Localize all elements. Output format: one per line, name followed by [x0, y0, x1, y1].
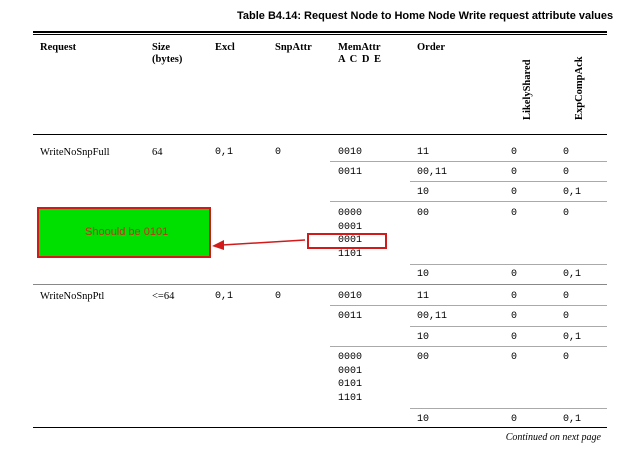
snpattr-value: 0	[275, 147, 282, 158]
request-name: WriteNoSnpPtl	[40, 291, 105, 302]
header-rule	[33, 134, 607, 135]
order-value: 11	[417, 147, 430, 158]
header-request: Request	[40, 42, 77, 53]
table-title: Table B4.14: Request Node to Home Node W…	[237, 10, 614, 22]
likelyshared-value: 0	[511, 167, 518, 178]
request-name: WriteNoSnpFull	[40, 147, 110, 158]
order-value: 10	[417, 187, 430, 198]
header-memattr: MemAttr A C D E	[338, 42, 382, 66]
header-size-line1: Size	[152, 42, 171, 53]
header-memattr-line2: A C D E	[338, 54, 383, 65]
expcompack-value: 0	[563, 147, 570, 158]
likelyshared-value: 0	[511, 291, 518, 302]
row-divider	[330, 305, 607, 306]
header-order: Order	[417, 42, 445, 53]
order-value: 00	[417, 352, 430, 363]
likelyshared-value: 0	[511, 352, 518, 363]
excl-value: 0,1	[215, 291, 234, 302]
header-snpattr: SnpAttr	[275, 42, 312, 53]
group-divider	[33, 284, 607, 285]
snpattr-value: 0	[275, 291, 282, 302]
expcompack-value: 0,1	[563, 414, 582, 425]
order-value: 00,11	[417, 167, 448, 178]
expcompack-value: 0,1	[563, 187, 582, 198]
header-memattr-line1: MemAttr	[338, 42, 381, 53]
bottom-rule	[33, 427, 607, 428]
order-value: 10	[417, 414, 430, 425]
header-size-line2: (bytes)	[152, 54, 183, 65]
likelyshared-value: 0	[511, 208, 518, 219]
expcompack-value: 0,1	[563, 269, 582, 280]
likelyshared-value: 0	[511, 147, 518, 158]
row-divider	[410, 326, 607, 327]
likelyshared-value: 0	[511, 269, 518, 280]
size-value: <=64	[152, 291, 175, 302]
likelyshared-value: 0	[511, 332, 518, 343]
row-divider	[410, 181, 607, 182]
expcompack-value: 0	[563, 167, 570, 178]
row-divider	[410, 264, 607, 265]
row-divider	[410, 408, 607, 409]
expcompack-value: 0	[563, 208, 570, 219]
highlight-box	[307, 233, 387, 249]
size-value: 64	[152, 147, 163, 158]
order-value: 10	[417, 332, 430, 343]
order-value: 11	[417, 291, 430, 302]
header-size: Size (bytes)	[152, 42, 182, 66]
likelyshared-value: 0	[511, 187, 518, 198]
header-excl: Excl	[215, 42, 235, 53]
memattr-value-list: 0000 0001 0101 1101	[338, 352, 363, 404]
expcompack-value: 0,1	[563, 332, 582, 343]
memattr-value: 0010	[338, 147, 363, 158]
expcompack-value: 0	[563, 291, 570, 302]
memattr-value: 0011	[338, 167, 363, 178]
annotation-note: Shoould be 0101	[85, 226, 169, 238]
likelyshared-value: 0	[511, 414, 518, 425]
top-rule-thin	[33, 34, 607, 35]
row-divider	[330, 201, 607, 202]
order-value: 00,11	[417, 311, 448, 322]
expcompack-value: 0	[563, 311, 570, 322]
row-divider	[330, 346, 607, 347]
row-divider	[330, 161, 607, 162]
memattr-value: 0010	[338, 291, 363, 302]
excl-value: 0,1	[215, 147, 234, 158]
top-rule	[33, 31, 607, 33]
continued-note: Continued on next page	[505, 432, 601, 443]
expcompack-value: 0	[563, 352, 570, 363]
memattr-value: 0011	[338, 311, 363, 322]
memattr-value-list: 0000 0001 0001 1101	[338, 208, 363, 260]
annotation-box	[37, 207, 211, 258]
likelyshared-value: 0	[511, 311, 518, 322]
order-value: 00	[417, 208, 430, 219]
order-value: 10	[417, 269, 430, 280]
